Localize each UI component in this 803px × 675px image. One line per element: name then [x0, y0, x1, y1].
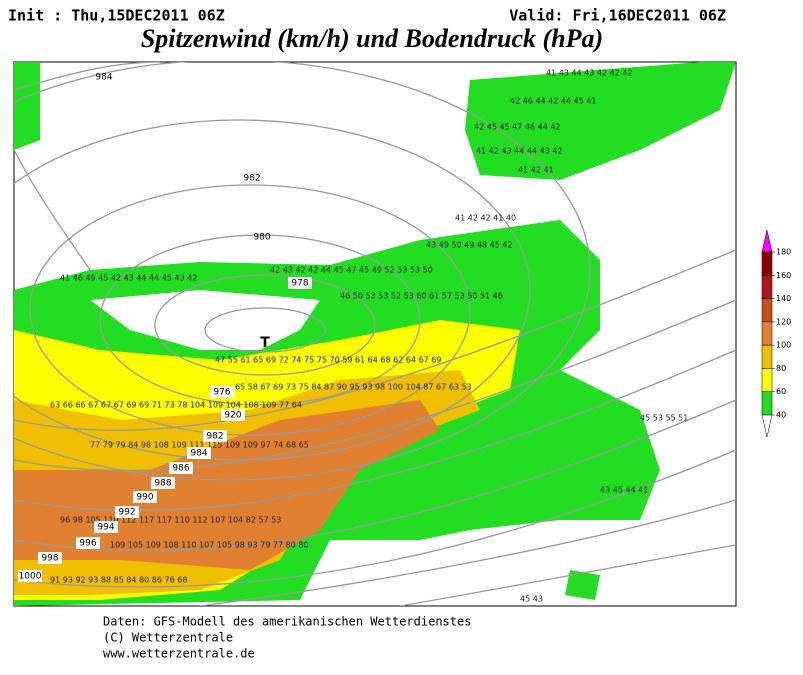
- colorbar-tick-label: 160: [776, 271, 791, 280]
- isobar-label: 988: [154, 479, 171, 489]
- isobar-label: 980: [253, 233, 270, 243]
- colorbar-segment: [761, 298, 773, 323]
- wind-label: 42 46 44 42 44 45 41: [510, 97, 597, 106]
- wind-label: 41 42 42 41 40: [455, 214, 516, 223]
- wind-label: 109 105 109 108 110 107 105 98 93 79 77 …: [110, 541, 308, 550]
- isobar-label-box: [94, 521, 118, 533]
- low-marker: T: [260, 335, 270, 351]
- isobar-label: 1000: [19, 572, 42, 582]
- wind-label: 47 55 61 65 69 72 74 75 75 70 59 61 64 6…: [215, 356, 441, 365]
- footer-line: (C) Wetterzentrale: [103, 631, 233, 645]
- wind-label: 63 66 66 67 67 67 69 69 71 73 78 104 109…: [50, 401, 302, 410]
- wind-label: 46 50 53 53 52 53 60 61 57 53 50 51 46: [340, 292, 503, 301]
- isobar-label-box: [169, 462, 193, 474]
- wind-label: 41 46 49 45 42 43 44 44 45 43 42: [60, 274, 197, 283]
- colorbar-cap: [761, 414, 773, 438]
- isobar-label-box: [38, 552, 62, 564]
- isobar: [399, 544, 736, 606]
- wind-label: 41 42 43 44 44 43 42: [476, 147, 563, 156]
- isobar-label: 986: [172, 464, 189, 474]
- isobar-label-box: [151, 477, 175, 489]
- footer-line: www.wetterzentrale.de: [103, 647, 255, 661]
- map-title: Spitzenwind (km/h) und Bodendruck (hPa): [141, 24, 603, 53]
- init-time: Init : Thu,15DEC2011 06Z: [8, 7, 225, 25]
- wind-label: 41 43 44 43 42 42 42: [546, 69, 633, 78]
- wind-label: 45 43: [520, 595, 543, 604]
- isobar: [14, 62, 161, 91]
- isobar-label-box: [210, 386, 234, 398]
- colorbar-segment: [761, 251, 773, 276]
- wind-label: 45 53 55 51: [640, 414, 688, 423]
- isobar-label-box: [133, 491, 157, 503]
- isobar: [14, 249, 736, 431]
- colorbar: 180 160 140 120 100 80 60 40: [761, 229, 791, 438]
- wind-label: 96 98 105 110 112 117 117 110 112 107 10…: [60, 516, 281, 525]
- isobar: [14, 149, 91, 271]
- isobar-label-box: [115, 506, 139, 518]
- colorbar-tick-label: 80: [776, 364, 786, 373]
- colorbar-tick-label: 140: [776, 294, 791, 303]
- isobar-label-box: [187, 447, 211, 459]
- wind-label: 41 42 41: [518, 166, 554, 175]
- footer-line: Daten: GFS-Modell des amerikanischen Wet…: [103, 615, 471, 629]
- isobar: [14, 62, 591, 481]
- wind-label: 43 49 50 49 48 45 42: [426, 241, 513, 250]
- wind-label: 65 58 67 69 73 75 84 87 90 95 93 98 100 …: [235, 383, 472, 392]
- colorbar-segment: [761, 321, 773, 346]
- colorbar-segment: [761, 391, 773, 416]
- wind-label: 42 45 45 47 46 44 42: [474, 123, 561, 132]
- isobar-label: 992: [118, 508, 135, 518]
- map-labels: 41 43 44 43 42 42 42 42 46 44 42 44 45 41…: [18, 69, 688, 604]
- isobar-label-box: [203, 430, 227, 442]
- isobar-label: 996: [79, 539, 96, 549]
- isobar-label: 990: [136, 493, 153, 503]
- isobar-label: 982: [243, 174, 260, 184]
- colorbar-tick-label: 120: [776, 317, 791, 326]
- colorbar-tick-label: 60: [776, 387, 786, 396]
- isobar-label-box: [18, 570, 42, 582]
- isobar-label: 994: [97, 523, 114, 533]
- colorbar-segment: [761, 344, 773, 369]
- colorbar-cap: [761, 229, 773, 253]
- wind-area-green: [565, 570, 600, 600]
- wind-label: 77 79 79 84 98 108 109 111 115 109 109 9…: [90, 441, 309, 450]
- isobar-label: 920: [224, 411, 241, 421]
- colorbar-tick-label: 100: [776, 341, 791, 350]
- wind-label: 43 45 44 41: [600, 486, 648, 495]
- wind-label: 42 43 42 42 44 45 47 45 49 52 53 53 50: [270, 266, 433, 275]
- isobar-label-box: [288, 277, 312, 289]
- isobar-label: 982: [206, 432, 223, 442]
- map: 41 43 44 43 42 42 42 42 46 44 42 44 45 41…: [13, 61, 737, 607]
- isobar: [14, 299, 736, 472]
- isobar: [154, 274, 376, 376]
- isobar-label: 976: [213, 388, 230, 398]
- isobar-label: 978: [291, 279, 308, 289]
- valid-time: Valid: Fri,16DEC2011 06Z: [509, 7, 726, 25]
- isobar: [99, 234, 421, 406]
- isobar: [14, 399, 736, 552]
- isobar: [29, 184, 471, 436]
- colorbar-tick-label: 40: [776, 411, 786, 420]
- wind-area-green: [14, 62, 40, 150]
- isobar: [14, 349, 736, 512]
- isobar: [199, 499, 736, 606]
- wind-area-green: [465, 62, 736, 180]
- isobar: [14, 449, 736, 588]
- isobar: [204, 307, 326, 353]
- isobar-label: 984: [95, 73, 112, 83]
- isobar-label-box: [221, 409, 245, 421]
- isobar-label: 984: [190, 449, 207, 459]
- colorbar-tick-label: 180: [776, 248, 791, 257]
- colorbar-segment: [761, 368, 773, 392]
- isobar-label-box: [76, 537, 100, 549]
- wind-label: 91 93 92 93 88 85 84 80 86 76 68: [50, 576, 187, 585]
- colorbar-segment: [761, 275, 773, 299]
- isobars: [14, 62, 736, 606]
- isobar: [14, 119, 531, 461]
- calm-area: [90, 290, 320, 350]
- isobar-label: 998: [41, 554, 58, 564]
